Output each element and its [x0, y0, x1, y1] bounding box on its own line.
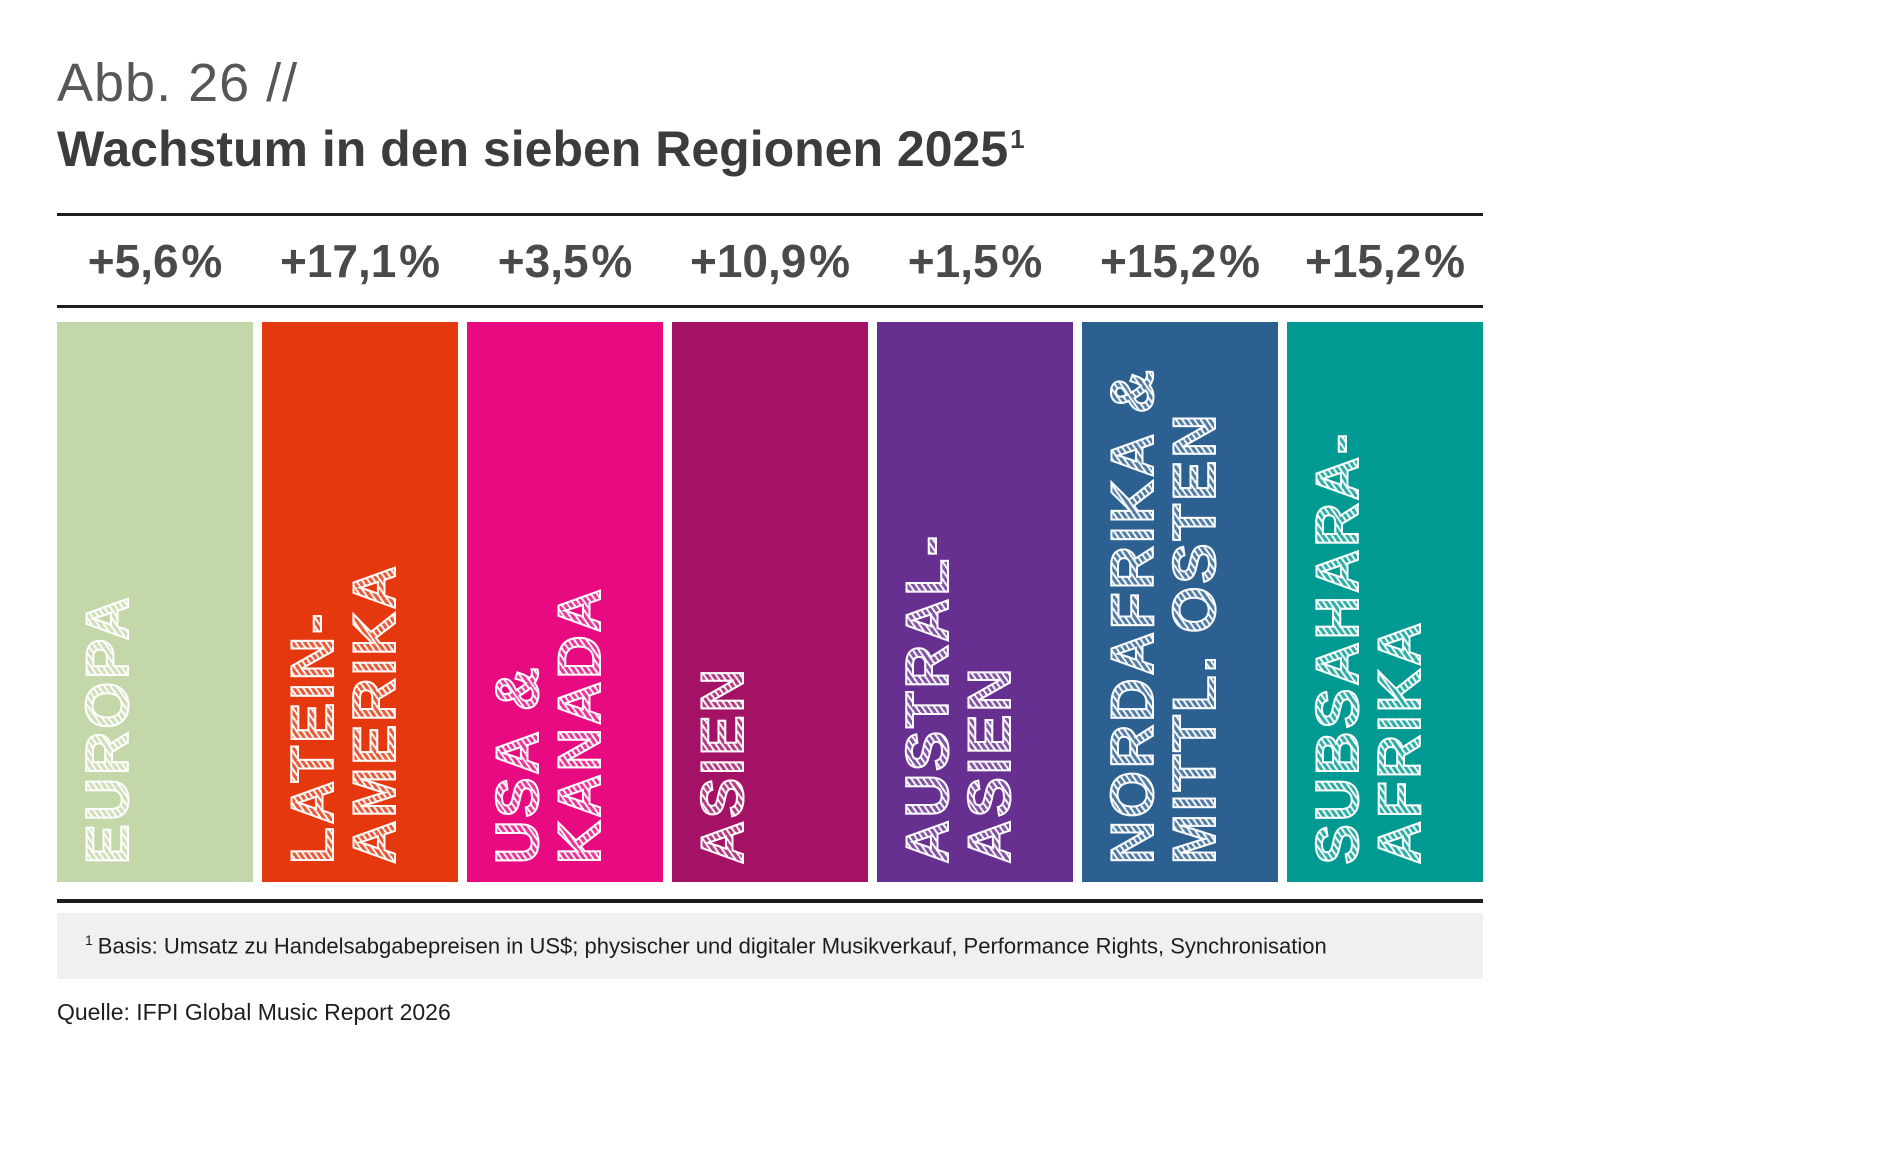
growth-values-row: +5,6 % +17,1 % +3,5 % +10,9 % +1,5 % +15… [57, 216, 1483, 305]
top-rule [57, 213, 1483, 216]
growth-asien: +10,9 % [689, 234, 851, 287]
figure-number: Abb. 26 // [57, 53, 299, 113]
growth-nordafrika-mittl-osten: +15,2 % [1099, 234, 1261, 287]
label-lateinamerika: LATEIN- AMERIKA [278, 562, 409, 865]
column-usa-kanada: USA & KANADA [467, 322, 663, 882]
column-nordafrika-mittl-osten: NORDAFRIKA & MITTL. OSTEN [1082, 322, 1278, 882]
growth-usa-kanada: +3,5 % [497, 234, 633, 287]
column-lateinamerika: LATEIN- AMERIKA [262, 322, 458, 882]
source-line: Quelle: IFPI Global Music Report 2026 [57, 999, 451, 1025]
middle-rule [57, 305, 1483, 308]
label-nordafrika-mittl-osten: NORDAFRIKA & MITTL. OSTEN [1098, 366, 1229, 865]
growth-europa: +5,6 % [87, 234, 223, 287]
label-subsahara-afrika: SUBSAHARA- AFRIKA [1303, 430, 1434, 865]
footnote: 1 Basis: Umsatz zu Handelsabgabepreisen i… [57, 913, 1483, 979]
growth-australasien: +1,5 % [907, 234, 1043, 287]
figure-title-text: Wachstum in den sieben Regionen 2025 [57, 121, 1009, 177]
footnote-marker: 1 [85, 932, 93, 949]
column-subsahara-afrika: SUBSAHARA- AFRIKA [1287, 322, 1483, 882]
growth-lateinamerika: +17,1 % [279, 234, 441, 287]
figure-title: Wachstum in den sieben Regionen 20251 [57, 120, 1025, 178]
label-europa: EUROPA [73, 593, 142, 865]
label-australasien: AUSTRAL- ASIEN [893, 532, 1024, 865]
label-asien: ASIEN [688, 665, 757, 865]
column-europa: EUROPA [57, 322, 253, 882]
column-australasien: AUSTRAL- ASIEN [877, 322, 1073, 882]
growth-subsahara-afrika: +15,2 % [1304, 234, 1466, 287]
region-columns: EUROPA LATEIN- AMERIKA USA & KANADA ASIE… [57, 322, 1483, 882]
bottom-rule [57, 899, 1483, 903]
figure-title-footnote-marker: 1 [1010, 124, 1025, 155]
label-usa-kanada: USA & KANADA [483, 585, 614, 865]
footnote-text: 1 Basis: Umsatz zu Handelsabgabepreisen i… [85, 932, 1327, 959]
column-asien: ASIEN [672, 322, 868, 882]
